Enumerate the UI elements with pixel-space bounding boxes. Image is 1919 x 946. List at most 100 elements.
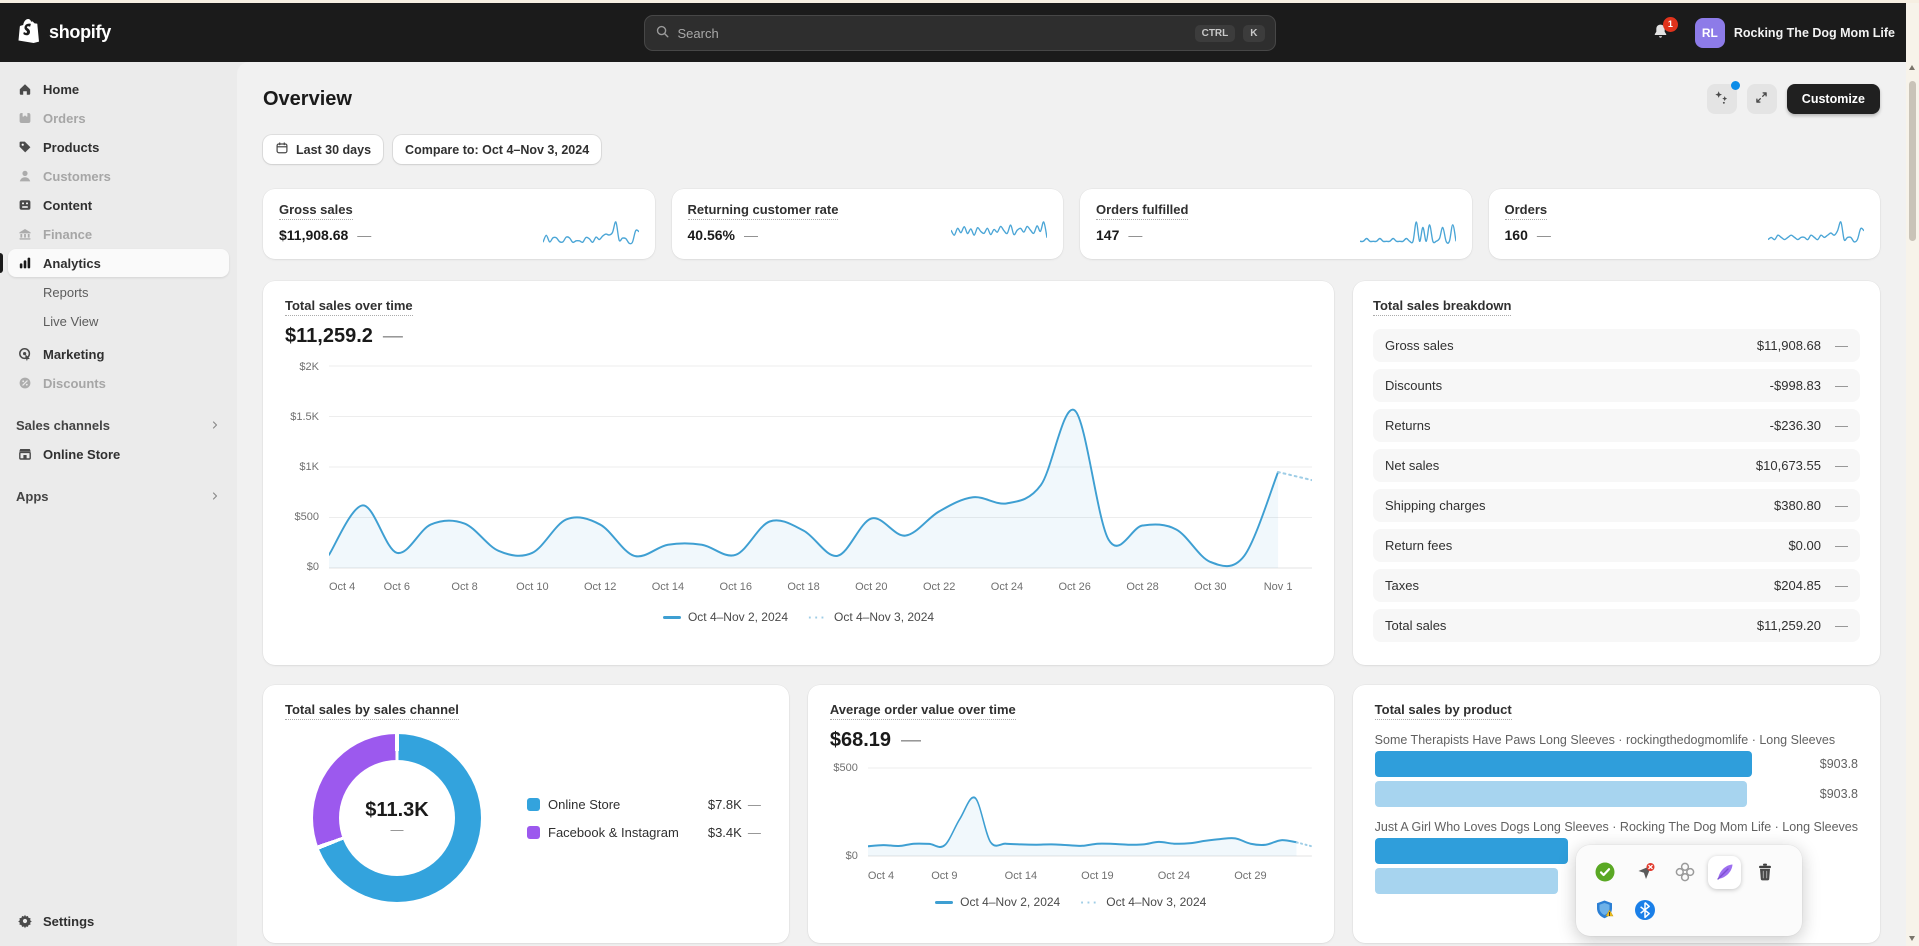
feather-icon[interactable]	[1708, 855, 1741, 889]
x-axis-labels: Oct 4 Oct 9 Oct 14 Oct 19 Oct 24 Oct 29	[868, 870, 1312, 885]
trash-icon[interactable]	[1748, 856, 1781, 889]
breakdown-row: Return fees $0.00 —	[1373, 529, 1860, 562]
sidebar-item-orders[interactable]: Orders	[8, 104, 229, 132]
new-indicator-dot	[1730, 81, 1740, 90]
product-bar-row	[1374, 838, 1858, 864]
y-axis-labels: $2K $1.5K $1K $500 $0	[285, 361, 329, 573]
metric-title[interactable]: Gross sales	[279, 202, 353, 220]
sidebar-item-live-view[interactable]: Live View	[8, 307, 229, 335]
metric-title[interactable]: Returning customer rate	[687, 202, 839, 220]
legend-current-label: Oct 4–Nov 2, 2024	[960, 895, 1061, 909]
no-change-indicator: —	[1835, 338, 1848, 353]
sidebar-section-sales-channels[interactable]: Sales channels	[8, 411, 229, 439]
sidebar-item-customers[interactable]: Customers	[8, 162, 229, 190]
x-tick-label: Oct 24	[990, 581, 1024, 593]
x-tick-label: Oct 14	[651, 581, 685, 593]
sidebar-item-analytics[interactable]: Analytics	[0, 249, 229, 277]
breakdown-value: -$998.83	[1769, 378, 1821, 393]
scrollbar-down-arrow[interactable]	[1909, 936, 1915, 941]
finance-icon	[16, 226, 33, 243]
sales-bar	[1374, 838, 1568, 864]
sidebar-item-marketing[interactable]: Marketing	[8, 340, 229, 368]
total-sales-over-time-card: Total sales over time $11,259.2 — $2K $1.5…	[263, 281, 1334, 665]
sparkline-chart	[542, 221, 639, 245]
sidebar-item-label: Content	[43, 197, 93, 213]
notifications-button[interactable]: 1	[1644, 16, 1678, 50]
page-title: Overview	[263, 87, 352, 110]
sidebar-item-label: Live View	[43, 313, 99, 329]
search-input[interactable]: Search CTRL K	[643, 15, 1276, 51]
bar-value: $903.8	[1819, 757, 1858, 771]
spacer	[16, 284, 33, 301]
main-content: Overview Customize Last 30 days Compare …	[237, 62, 1906, 946]
bluetooth-icon[interactable]	[1628, 894, 1661, 927]
metric-title[interactable]: Orders	[1504, 202, 1548, 220]
search-icon	[655, 24, 670, 42]
x-tick-label: Oct 8	[451, 581, 478, 593]
customize-button[interactable]: Customize	[1786, 84, 1880, 114]
legend-row-online-store: Online Store $7.8K —	[527, 797, 767, 812]
scrollbar-up-arrow[interactable]	[1909, 65, 1915, 70]
chart-title[interactable]: Average order value over time	[829, 702, 1016, 720]
overlay-toolbar	[1576, 845, 1802, 936]
expand-icon	[1754, 90, 1769, 108]
date-range-label: Last 30 days	[296, 142, 372, 157]
account-menu[interactable]: RL Rocking The Dog Mom Life	[1692, 15, 1901, 51]
clover-icon[interactable]	[1668, 856, 1701, 889]
sidebar-item-finance[interactable]: Finance	[8, 220, 229, 248]
chart-title[interactable]: Total sales by product	[1374, 702, 1512, 720]
navigation-error-icon[interactable]	[1628, 856, 1661, 889]
product-bar-row: $903.8	[1374, 751, 1858, 777]
x-tick-label: Oct 26	[1058, 581, 1091, 593]
home-icon	[16, 81, 33, 98]
breakdown-label: Returns	[1385, 418, 1431, 433]
metric-value: 160	[1504, 227, 1528, 243]
marketing-icon	[16, 346, 33, 363]
check-badge-icon[interactable]	[1588, 856, 1621, 889]
average-order-value-card: Average order value over time $68.19 — $5…	[807, 685, 1334, 943]
breakdown-label: Total sales	[1385, 618, 1447, 633]
no-change-indicator: —	[1536, 227, 1551, 243]
sidebar-section-apps[interactable]: Apps	[8, 482, 229, 510]
sidebar-item-discounts[interactable]: Discounts	[8, 369, 229, 397]
shortcut-k: K	[1243, 24, 1265, 42]
shield-warning-icon[interactable]	[1588, 894, 1621, 927]
legend-current-label: Oct 4–Nov 2, 2024	[687, 610, 788, 624]
sidebar-item-settings[interactable]: Settings	[8, 907, 229, 935]
topbar: shopify Search CTRL K 1 RL Rocking The D…	[0, 3, 1919, 62]
compare-to-button[interactable]: Compare to: Oct 4–Nov 3, 2024	[393, 135, 602, 164]
sidebar-item-reports[interactable]: Reports	[8, 278, 229, 306]
chart-title[interactable]: Total sales over time	[285, 298, 413, 316]
x-tick-label: Oct 14	[1004, 870, 1038, 882]
compare-label: Compare to: Oct 4–Nov 3, 2024	[405, 142, 590, 157]
current-period-marker	[935, 900, 954, 904]
sidebar-item-home[interactable]: Home	[8, 75, 229, 103]
sidebar-item-products[interactable]: Products	[8, 133, 229, 161]
shopify-logo[interactable]: shopify	[18, 18, 111, 47]
sidebar-item-online-store[interactable]: Online Store	[8, 440, 229, 468]
no-change-indicator: —	[1835, 618, 1848, 633]
sales-channel-donut-chart: $11.3K —	[313, 734, 481, 902]
shopify-bag-icon	[18, 18, 42, 47]
fullscreen-button[interactable]	[1746, 84, 1777, 114]
breakdown-row: Total sales $11,259.20 —	[1373, 609, 1860, 642]
sidebar-item-content[interactable]: Content	[8, 191, 229, 219]
breakdown-row: Discounts -$998.83 —	[1373, 369, 1860, 402]
insights-button[interactable]	[1706, 81, 1740, 114]
breakdown-row: Net sales $10,673.55 —	[1373, 449, 1860, 482]
sparkline-chart	[1768, 221, 1864, 243]
product-name: Some Therapists Have Paws Long Sleeves ·…	[1374, 733, 1836, 747]
chart-legend: Oct 4–Nov 2, 2024 ··· Oct 4–Nov 3, 2024	[830, 895, 1312, 909]
no-change-indicator: —	[390, 822, 404, 837]
y-axis-labels: $500 $0	[830, 762, 868, 862]
legend-previous-label: Oct 4–Nov 3, 2024	[834, 610, 935, 624]
scrollbar-thumb[interactable]	[1909, 81, 1916, 241]
store-name: Rocking The Dog Mom Life	[1733, 25, 1895, 40]
sparkline-chart	[951, 221, 1047, 238]
product-bar-row: $903.8	[1374, 781, 1858, 807]
date-range-button[interactable]: Last 30 days	[263, 135, 384, 164]
chart-title[interactable]: Total sales by sales channel	[285, 702, 459, 720]
breakdown-title[interactable]: Total sales breakdown	[1373, 298, 1512, 316]
average-order-value-line-chart	[867, 767, 1312, 857]
metric-title[interactable]: Orders fulfilled	[1096, 202, 1189, 220]
